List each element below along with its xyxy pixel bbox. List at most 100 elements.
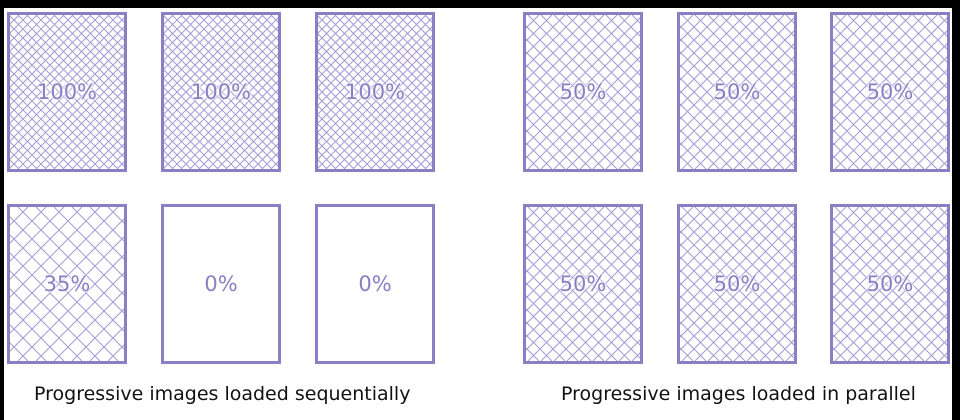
hatch-line (10, 132, 47, 169)
hatch-line (318, 114, 373, 169)
hatch-line (164, 123, 210, 169)
hatch-line (164, 15, 237, 88)
hatch-line (318, 96, 391, 169)
hatch-line (834, 56, 947, 169)
hatch-line (605, 326, 640, 361)
image-card: 50% (677, 12, 797, 172)
hatch-line (71, 15, 124, 68)
hatch-line (325, 62, 432, 169)
percent-label: 50% (866, 272, 914, 296)
hatch-line (10, 105, 74, 169)
hatch-line (164, 15, 246, 97)
hatch-line (912, 134, 947, 169)
hatch-line (164, 15, 210, 61)
hatch-line (526, 235, 640, 351)
hatch-line (680, 222, 794, 338)
hatch-line (10, 17, 124, 133)
hatch-line (526, 207, 566, 247)
hatch-line (680, 15, 759, 94)
hatch-line (833, 209, 947, 325)
hatch-line (912, 326, 947, 361)
hatch-line (17, 254, 124, 361)
hatch-line (526, 129, 566, 169)
percent-label: 50% (866, 80, 914, 104)
hatch-line (566, 15, 640, 89)
hatch-line (164, 15, 219, 70)
hatch-line (680, 209, 794, 325)
hatch-line (592, 121, 640, 169)
hatch-line (318, 15, 400, 97)
hatch-line (579, 300, 640, 361)
top-border (0, 0, 960, 8)
hatch-line (720, 95, 794, 169)
hatch-line (379, 15, 432, 68)
hatch-line (10, 15, 110, 115)
hatch-line (164, 96, 237, 169)
hatch-line (526, 15, 631, 120)
hatch-line (899, 313, 947, 361)
hatch-line (680, 207, 707, 234)
hatch-line (216, 107, 278, 169)
percent-label: 100% (190, 80, 252, 104)
hatch-line (89, 207, 124, 242)
hatch-line (318, 15, 364, 61)
hatch-line (526, 15, 618, 107)
hatch-pattern (526, 15, 640, 169)
hatch-line (10, 26, 124, 142)
hatch-line (833, 30, 947, 146)
hatch-line (833, 15, 860, 42)
hatch-line (388, 15, 432, 59)
parallel-caption: Progressive images loaded in parallel (561, 383, 916, 405)
hatch-line (834, 248, 947, 361)
hatch-line (680, 17, 794, 133)
hatch-line (833, 222, 947, 338)
hatch-line (526, 15, 579, 68)
hatch-line (164, 105, 228, 169)
hatch-line (680, 15, 733, 68)
hatch-line (680, 334, 707, 361)
hatch-line (833, 129, 873, 169)
hatch-line (540, 261, 640, 361)
hatch-line (833, 15, 899, 81)
hatch-line (318, 15, 382, 79)
hatch-line (886, 300, 947, 361)
hatch-line (164, 15, 264, 115)
hatch-line (35, 272, 124, 361)
hatch-line (680, 207, 772, 299)
hatch-line (526, 43, 640, 159)
image-card: 100% (315, 12, 435, 172)
hatch-line (733, 207, 794, 268)
hatch-line (388, 125, 432, 169)
image-card: 100% (7, 12, 127, 172)
hatch-line (361, 98, 432, 169)
hatch-line (10, 306, 65, 361)
image-card: 50% (830, 204, 950, 364)
hatch-line (746, 15, 794, 63)
hatch-line (526, 15, 592, 81)
hatch-line (605, 207, 640, 242)
hatch-line (526, 207, 631, 312)
hatch-line (318, 53, 432, 169)
hatch-line (89, 15, 124, 50)
hatch-line (707, 82, 794, 169)
hatch-line (164, 132, 201, 169)
hatch-line (234, 15, 278, 59)
hatch-line (10, 218, 124, 334)
hatch-line (605, 134, 640, 169)
right-border (952, 0, 960, 420)
hatch-line (10, 15, 92, 97)
hatch-line (164, 114, 219, 169)
percent-label: 100% (344, 80, 406, 104)
hatch-line (746, 207, 794, 255)
hatch-line (10, 15, 74, 79)
hatch-line (540, 69, 640, 169)
image-card: 35% (7, 204, 127, 364)
image-card: 50% (677, 204, 797, 364)
hatch-line (526, 15, 566, 55)
hatch-line (62, 107, 124, 169)
hatch-line (10, 35, 124, 151)
hatch-line (164, 26, 278, 142)
hatch-line (680, 103, 746, 169)
sequential-caption: Progressive images loaded sequentially (34, 383, 411, 405)
hatch-line (733, 108, 794, 169)
